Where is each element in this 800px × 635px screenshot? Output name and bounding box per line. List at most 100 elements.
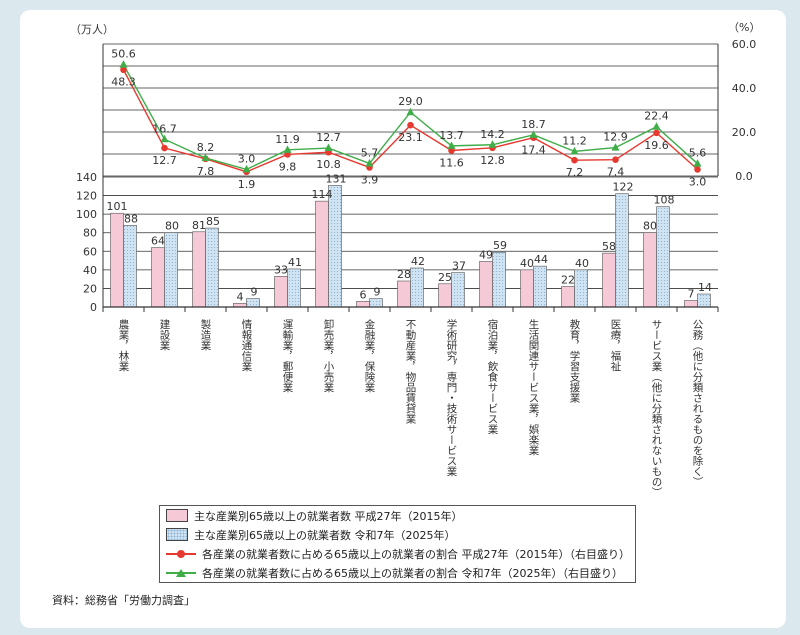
point-2025-ratio	[693, 159, 702, 167]
point-2025-ratio	[406, 107, 415, 116]
y-right-tick-label: 60.0	[732, 38, 757, 51]
point-2025-ratio	[242, 164, 251, 173]
y-left-tick-label: 0	[90, 301, 97, 314]
category-label: 情報通信業	[241, 318, 253, 372]
legend-swatch-green-line	[166, 567, 196, 579]
point-2025-ratio	[488, 140, 497, 148]
y-left-tick-label: 20	[83, 282, 97, 295]
bar-2025	[492, 251, 506, 308]
bar-label-2015: 101	[107, 200, 128, 213]
line-label-2015: 9.8	[279, 160, 297, 173]
bar-2025	[328, 185, 342, 308]
point-2025-ratio	[570, 146, 579, 155]
bar-2015	[479, 261, 493, 308]
category-label: 運輸業，郵便業	[282, 319, 294, 393]
line-label-2015: 23.1	[398, 131, 423, 144]
category-label: サービス業（他に分類されないもの）	[651, 319, 663, 498]
point-2015-ratio	[407, 121, 414, 129]
bar-label-2015: 40	[520, 257, 534, 270]
y-right-tick-label: 40.0	[732, 82, 757, 95]
bar-label-2025: 88	[124, 212, 138, 225]
y-left-tick-label: 120	[76, 190, 97, 203]
line-label-2025: 14.2	[480, 128, 505, 141]
point-2025-ratio	[119, 60, 128, 68]
line-label-2015: 17.4	[521, 144, 546, 157]
line-label-2015: 3.0	[689, 175, 707, 188]
bar-label-2025: 9	[374, 286, 381, 299]
category-label: 公務（他に分類されるものを除く）	[692, 319, 704, 487]
line-label-2015: 3.9	[361, 173, 379, 186]
source-note: 資料：総務省「労働力調査」	[52, 594, 195, 607]
line-label-2015: 12.7	[152, 154, 177, 167]
y-left-unit: （万人）	[70, 23, 114, 36]
y-left-tick-label: 140	[76, 171, 97, 184]
y-left-tick-label: 60	[83, 245, 97, 258]
line-label-2015: 1.9	[238, 178, 256, 191]
bar-2025	[656, 206, 670, 308]
point-2025-ratio	[365, 158, 374, 167]
point-2015-ratio	[571, 156, 578, 164]
bar-2025	[410, 267, 424, 308]
circle-marker-icon	[177, 549, 185, 558]
bar-2025	[451, 272, 465, 308]
y-right-tick-label: 20.0	[732, 126, 757, 139]
category-label: 金融業，保険業	[364, 318, 376, 393]
bar-label-2025: 42	[411, 255, 425, 268]
line-label-2025: 3.0	[238, 152, 256, 165]
bar-2015	[684, 300, 698, 308]
bar-2025	[369, 298, 383, 308]
bar-2025	[615, 193, 629, 308]
bar-label-2015: 64	[151, 235, 165, 248]
bar-label-2015: 7	[688, 288, 695, 301]
bar-label-2015: 33	[274, 263, 288, 276]
y-right-unit: （%）	[728, 21, 760, 34]
line-label-2025: 13.7	[439, 129, 464, 142]
line-label-2015: 19.6	[644, 139, 669, 152]
bar-label-2025: 40	[575, 257, 589, 270]
point-2025-ratio	[201, 153, 210, 161]
legend-label: 主な産業別65歳以上の就業者数 平成27年（2015年）	[194, 509, 463, 523]
bar-2015	[192, 231, 206, 308]
legend-item-2025-count: 主な産業別65歳以上の就業者数 令和7年（2025年）	[160, 525, 635, 544]
legend-item-2015-count: 主な産業別65歳以上の就業者数 平成27年（2015年）	[160, 506, 635, 525]
category-label: 農業，林業	[118, 318, 130, 372]
bar-2025	[287, 268, 301, 308]
bar-label-2025: 80	[165, 220, 179, 233]
point-2015-ratio	[653, 129, 660, 137]
bar-2015	[356, 301, 370, 308]
bar-2015	[561, 286, 575, 308]
line-label-2025: 11.2	[562, 134, 587, 147]
bar-label-2025: 85	[206, 215, 220, 228]
bar-label-2025: 14	[698, 281, 712, 294]
y-right-tick-label: 0.0	[735, 170, 753, 183]
legend-label: 主な産業別65歳以上の就業者数 令和7年（2025年）	[194, 528, 456, 542]
point-2025-ratio	[447, 141, 456, 149]
bar-2025	[123, 224, 137, 308]
category-label: 不動産業，物品賃貸業	[405, 319, 417, 425]
y-left-tick-label: 80	[83, 227, 97, 240]
legend-item-2025-ratio: 各産業の就業者数に占める65歳以上の就業者の割合 令和7年（2025年）（右目盛…	[160, 563, 635, 582]
bar-label-2025: 41	[288, 256, 302, 269]
point-2025-ratio	[324, 143, 333, 152]
bar-2015	[151, 247, 165, 308]
bar-label-2015: 28	[397, 268, 411, 281]
line-label-2025: 5.6	[689, 147, 707, 160]
category-label: 学術研究，専門・技術サービス業	[446, 318, 458, 477]
point-2015-ratio	[694, 166, 701, 173]
point-2015-ratio	[120, 66, 127, 74]
line-label-2025: 5.7	[361, 146, 379, 159]
line-label-2025: 11.9	[275, 133, 300, 146]
line-label-2015: 7.4	[607, 166, 625, 179]
category-label: 建設業	[159, 318, 171, 351]
bar-2025	[164, 232, 178, 308]
bar-2015	[438, 283, 452, 308]
bar-label-2015: 114	[312, 188, 333, 201]
triangle-marker-icon	[176, 568, 186, 577]
bar-2015	[110, 212, 124, 308]
line-label-2025: 12.9	[603, 131, 628, 144]
line-2015-ratio	[122, 69, 698, 173]
category-label: 製造業	[200, 318, 212, 351]
category-label: 宿泊業，飲食サービス業	[487, 318, 499, 435]
bar-label-2015: 49	[479, 249, 493, 262]
